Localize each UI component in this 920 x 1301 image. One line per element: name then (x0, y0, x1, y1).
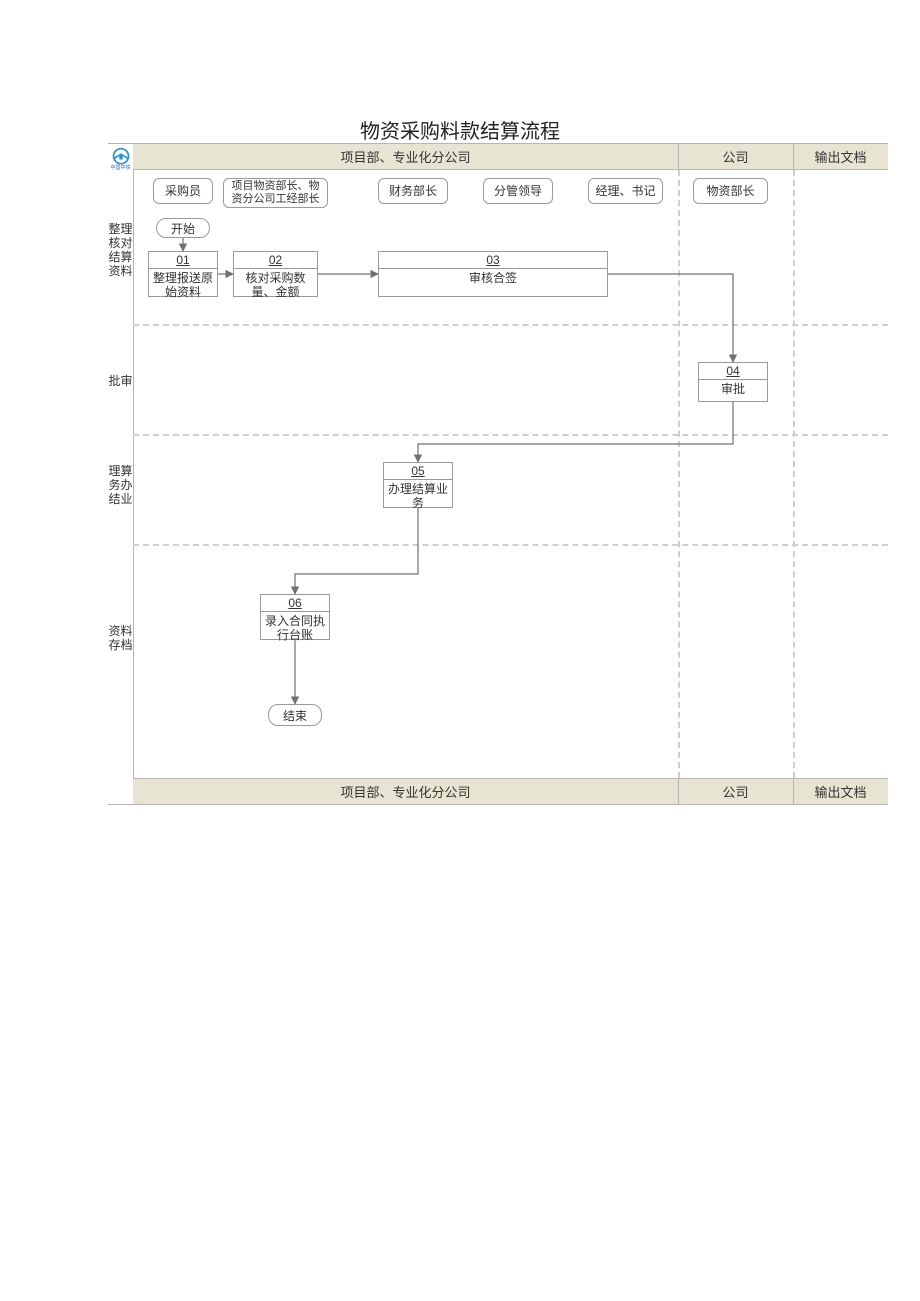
node-label: 审核合签 (379, 269, 607, 287)
node-label: 办理结算业务 (384, 480, 452, 512)
row-label: 资料存档 (108, 624, 133, 652)
node-label: 审批 (699, 380, 767, 398)
terminator-end: 结束 (268, 704, 322, 726)
logo-caption: 中国中铁 (108, 164, 133, 171)
edge-e-03-04 (608, 274, 733, 362)
node-04: 04审批 (698, 362, 768, 402)
rowlabel-separator (133, 144, 134, 804)
page-title: 物资采购料款结算流程 (0, 115, 920, 144)
node-number: 06 (261, 595, 329, 612)
role-manager: 经理、书记 (588, 178, 663, 204)
node-number: 04 (699, 363, 767, 380)
pool-header-pool-output: 输出文档 (793, 778, 888, 804)
node-05: 05办理结算业务 (383, 462, 453, 508)
role-buyer: 采购员 (153, 178, 213, 204)
pool-header-pool-output: 输出文档 (793, 144, 888, 170)
terminator-start: 开始 (156, 218, 210, 238)
node-number: 01 (149, 252, 217, 269)
role-finance: 财务部长 (378, 178, 448, 204)
node-label: 核对采购数量、金额 (234, 269, 317, 301)
lane-separator (678, 170, 680, 778)
row-separator (133, 434, 888, 436)
connectors (108, 144, 888, 804)
role-matdir: 物资部长 (693, 178, 768, 204)
row-separator (133, 324, 888, 326)
node-label: 录入合同执行台账 (261, 612, 329, 644)
node-number: 05 (384, 463, 452, 480)
lane-separator (793, 170, 795, 778)
node-number: 02 (234, 252, 317, 269)
role-leader: 分管领导 (483, 178, 553, 204)
row-label: 整理核对结算资料 (108, 222, 133, 278)
row-label: 理算务办结业 (108, 464, 133, 506)
pool-header-pool-company: 公司 (678, 144, 793, 170)
swimlane-diagram: 中国中铁 项目部、专业化分公司公司输出文档 项目部、专业化分公司公司输出文档 整… (108, 143, 888, 805)
node-label: 整理报送原始资料 (149, 269, 217, 301)
node-number: 03 (379, 252, 607, 269)
node-01: 01整理报送原始资料 (148, 251, 218, 297)
row-separator (133, 544, 888, 546)
node-03: 03审核合签 (378, 251, 608, 297)
edge-e-04-05 (418, 402, 733, 462)
node-02: 02核对采购数量、金额 (233, 251, 318, 297)
pool-header-pool-project: 项目部、专业化分公司 (133, 144, 678, 170)
pool-header-pool-project: 项目部、专业化分公司 (133, 778, 678, 804)
pool-header-pool-company: 公司 (678, 778, 793, 804)
row-label: 批审 (108, 374, 133, 388)
node-06: 06录入合同执行台账 (260, 594, 330, 640)
edge-e-05-06 (295, 508, 418, 594)
role-pm: 项目物资部长、物资分公司工经部长 (223, 178, 328, 208)
